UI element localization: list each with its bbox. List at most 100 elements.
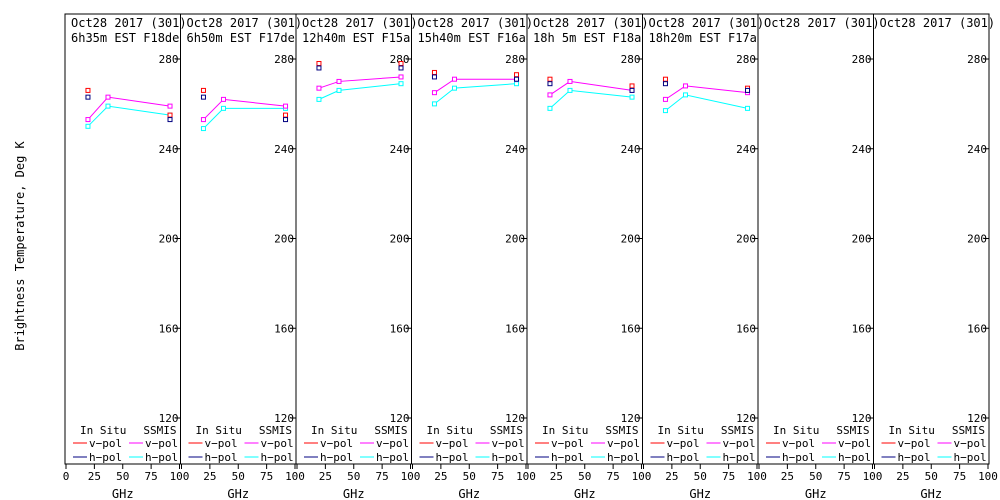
x-tick-label: 25	[781, 470, 794, 483]
legend-insitu-hpol-label: h−pol	[898, 451, 931, 464]
legend-ssmis-vpol-label: v−pol	[954, 437, 987, 450]
panel-subtitle: 18h20m EST F17asc	[649, 31, 772, 45]
insitu-v-point	[662, 76, 668, 82]
ssmis-h-line	[318, 83, 402, 100]
legend-insitu-header: In Situ	[311, 424, 357, 437]
y-tick-label: 280	[852, 53, 872, 66]
panel-title: Oct28 2017 (301)	[649, 16, 765, 30]
legend-insitu-vpol-label: v−pol	[667, 437, 700, 450]
legend-insitu-hpol-label: h−pol	[436, 451, 469, 464]
x-axis-label: GHz	[227, 487, 249, 500]
ssmis-h-line	[203, 107, 286, 129]
insitu-h-point	[629, 87, 635, 93]
x-tick-label: 75	[376, 470, 389, 483]
ssmis-v-line	[87, 96, 171, 120]
x-tick-label: 100	[170, 470, 190, 483]
x-tick-label: 75	[953, 470, 966, 483]
insitu-v-point	[629, 83, 635, 89]
legend-insitu-hpol-label: h−pol	[205, 451, 238, 464]
x-tick-label: 25	[896, 470, 909, 483]
insitu-h-point	[547, 81, 553, 87]
legend-ssmis-header: SSMIS	[721, 424, 754, 437]
ssmis-h-point	[745, 105, 751, 111]
panel-subtitle: 6h50m EST F17des	[187, 31, 303, 45]
y-tick-label: 280	[159, 53, 179, 66]
legend-insitu-hpol-label: h−pol	[89, 451, 122, 464]
x-tick-label: 25	[203, 470, 216, 483]
y-tick-label: 160	[621, 322, 641, 335]
legend-insitu-hpol-label: h−pol	[320, 451, 353, 464]
legend-ssmis-hpol-label: h−pol	[954, 451, 987, 464]
legend-ssmis-vpol-label: v−pol	[376, 437, 409, 450]
x-tick-label: 100	[863, 470, 883, 483]
ssmis-v-point	[398, 74, 404, 80]
legend-insitu-header: In Situ	[658, 424, 704, 437]
y-tick-label: 120	[159, 412, 179, 425]
y-tick-label: 280	[274, 53, 294, 66]
y-tick-label: 120	[274, 412, 294, 425]
ssmis-v-point	[682, 83, 688, 89]
x-tick-label: 100	[285, 470, 305, 483]
insitu-h-point	[85, 94, 91, 100]
legend-insitu-vpol-label: v−pol	[205, 437, 238, 450]
ssmis-h-line	[434, 83, 517, 105]
insitu-v-point	[547, 76, 553, 82]
y-axis-label: Brightness Temperature, Deg K	[13, 140, 27, 350]
ssmis-h-point	[629, 94, 635, 100]
x-tick-label: 75	[145, 470, 158, 483]
legend-ssmis-hpol-label: h−pol	[607, 451, 640, 464]
y-tick-label: 280	[621, 53, 641, 66]
x-axis-label: GHz	[805, 487, 827, 500]
x-axis-label: GHz	[343, 487, 365, 500]
insitu-v-point	[514, 72, 520, 78]
x-tick-label: 50	[347, 470, 360, 483]
x-tick-label: 75	[607, 470, 620, 483]
ssmis-v-point	[547, 92, 553, 98]
ssmis-v-line	[665, 85, 748, 100]
ssmis-h-line	[549, 89, 633, 109]
insitu-h-point	[200, 94, 206, 100]
legend-insitu-hpol-label: h−pol	[667, 451, 700, 464]
ssmis-h-point	[431, 101, 437, 107]
y-tick-label: 120	[621, 412, 641, 425]
y-tick-label: 280	[967, 53, 987, 66]
insitu-h-point	[398, 65, 404, 71]
y-tick-label: 160	[852, 322, 872, 335]
legend-ssmis-vpol-label: v−pol	[145, 437, 178, 450]
x-tick-label: 75	[491, 470, 504, 483]
panel-title: Oct28 2017 (301)	[533, 16, 649, 30]
x-tick-label: 50	[694, 470, 707, 483]
ssmis-v-line	[318, 76, 402, 89]
legend-ssmis-vpol-label: v−pol	[607, 437, 640, 450]
x-tick-label: 50	[578, 470, 591, 483]
ssmis-h-point	[220, 105, 226, 111]
x-tick-label: 50	[809, 470, 822, 483]
ssmis-v-point	[283, 103, 289, 109]
legend-ssmis-header: SSMIS	[374, 424, 407, 437]
legend-insitu-header: In Situ	[427, 424, 473, 437]
insitu-v-point	[85, 87, 91, 93]
x-tick-label: 25	[434, 470, 447, 483]
x-tick-label: 50	[232, 470, 245, 483]
insitu-h-point	[167, 117, 173, 123]
ssmis-h-point	[398, 81, 404, 87]
legend-ssmis-header: SSMIS	[143, 424, 176, 437]
ssmis-h-point	[451, 85, 457, 91]
panel-subtitle: 15h40m EST F16asc	[418, 31, 541, 45]
x-tick-label: 100	[401, 470, 421, 483]
y-tick-label: 200	[736, 233, 756, 246]
x-tick-label: 75	[722, 470, 735, 483]
panel-subtitle: 6h35m EST F18des	[71, 31, 187, 45]
legend-insitu-header: In Situ	[889, 424, 935, 437]
legend-insitu-header: In Situ	[196, 424, 242, 437]
insitu-h-point	[745, 87, 751, 93]
legend-ssmis-vpol-label: v−pol	[723, 437, 756, 450]
legend-ssmis-header: SSMIS	[836, 424, 869, 437]
ssmis-v-point	[431, 90, 437, 96]
insitu-h-point	[431, 74, 437, 80]
y-tick-label: 240	[159, 143, 179, 156]
legend-insitu-vpol-label: v−pol	[782, 437, 815, 450]
legend-insitu-vpol-label: v−pol	[898, 437, 931, 450]
ssmis-v-line	[434, 78, 517, 94]
legend-ssmis-hpol-label: h−pol	[492, 451, 525, 464]
